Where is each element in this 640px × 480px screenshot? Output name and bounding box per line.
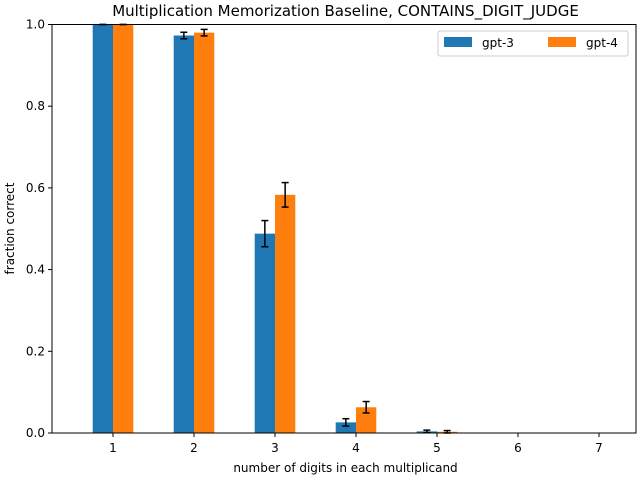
y-tick-label-0.2: 0.2 (26, 344, 45, 358)
plot-frame (51, 24, 637, 434)
y-tick-label-1.0: 1.0 (26, 18, 45, 32)
x-tick-label-3: 3 (271, 441, 279, 455)
y-tick-label-0.6: 0.6 (26, 181, 45, 195)
y-axis-label: fraction correct (3, 182, 17, 274)
x-tick-label-7: 7 (595, 441, 603, 455)
legend-box (437, 30, 629, 57)
x-axis: 1 2 3 4 5 6 7 (109, 433, 603, 455)
x-axis-label: number of digits in each multiplicand (233, 461, 457, 475)
y-tick-label-0.0: 0.0 (26, 426, 45, 440)
legend-label-gpt-4: gpt-4 (586, 36, 618, 50)
bar-gpt-3-1 (92, 24, 113, 433)
bar-gpt-4-2 (194, 32, 215, 434)
x-tick-label-4: 4 (352, 441, 360, 455)
legend-swatch-gpt-3 (444, 37, 472, 47)
x-tick-label-1: 1 (109, 441, 117, 455)
legend-swatch-gpt-4 (548, 37, 576, 47)
x-tick-label-6: 6 (514, 441, 522, 455)
bars-layer (92, 24, 458, 434)
bar-gpt-3-2 (173, 35, 194, 433)
x-tick-label-5: 5 (433, 441, 441, 455)
legend: gpt-3 gpt-4 (437, 30, 629, 57)
bar-gpt-3-4 (335, 422, 356, 433)
bar-gpt-4-4 (356, 407, 377, 433)
y-tick-label-0.4: 0.4 (26, 263, 45, 277)
bar-gpt-4-3 (275, 194, 296, 433)
chart-title: Multiplication Memorization Baseline, CO… (112, 2, 579, 21)
y-axis: 0.0 0.2 0.4 0.6 0.8 1.0 (26, 18, 52, 440)
x-tick-label-2: 2 (190, 441, 198, 455)
bar-gpt-3-3 (254, 233, 275, 433)
y-tick-label-0.8: 0.8 (26, 99, 45, 113)
legend-label-gpt-3: gpt-3 (482, 36, 514, 50)
bar-gpt-4-1 (113, 24, 134, 433)
